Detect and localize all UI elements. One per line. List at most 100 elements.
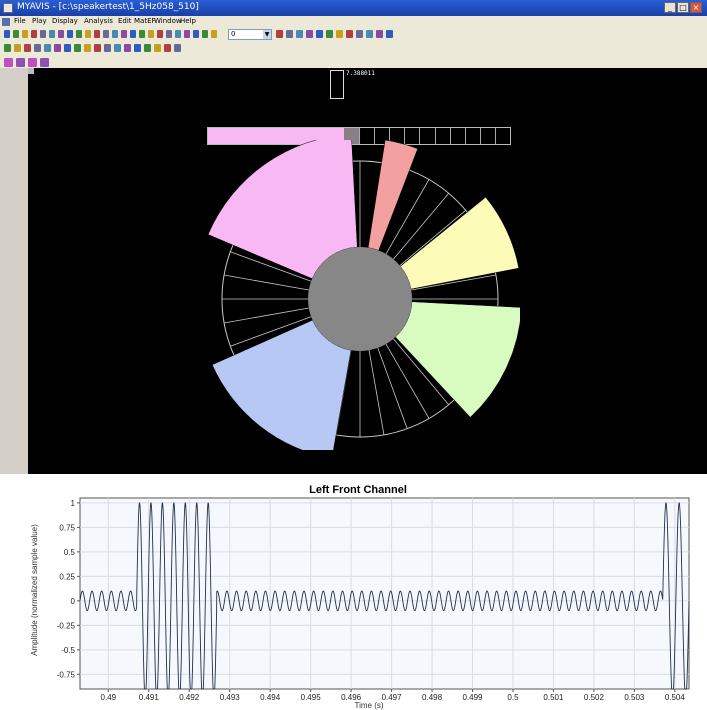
time-cursor-box bbox=[330, 70, 344, 99]
toolbar-button[interactable] bbox=[4, 30, 10, 38]
minimize-button[interactable]: _ bbox=[664, 2, 676, 13]
toolbar-button[interactable] bbox=[376, 30, 383, 38]
toolbar-button[interactable] bbox=[94, 30, 100, 38]
toolbar-button[interactable] bbox=[22, 30, 28, 38]
toolbar-button[interactable] bbox=[184, 30, 190, 38]
speaker-sector-right-surround[interactable] bbox=[395, 301, 520, 418]
wheel-hub bbox=[308, 247, 412, 351]
toolbar-button[interactable] bbox=[58, 30, 64, 38]
toolbar-button[interactable] bbox=[139, 30, 145, 38]
wheel-tick bbox=[368, 350, 385, 435]
toolbar-button[interactable] bbox=[366, 30, 373, 38]
toolbar-button[interactable] bbox=[121, 30, 127, 38]
toolbar-button[interactable] bbox=[211, 30, 217, 38]
toolbar-button[interactable] bbox=[24, 44, 31, 52]
close-button[interactable]: × bbox=[690, 2, 702, 13]
app-window: MYAVIS - [c:\speakertest\1_5Hz058_510] _… bbox=[0, 0, 707, 474]
color-button-3[interactable] bbox=[28, 58, 37, 67]
menu-bar: File Play Display Analysis Edit MatEF Wi… bbox=[0, 16, 707, 28]
toolbar-button[interactable] bbox=[336, 30, 343, 38]
wheel-tick bbox=[399, 209, 466, 266]
menu-edit[interactable]: Edit bbox=[118, 17, 132, 25]
wheel-tick bbox=[385, 179, 430, 255]
speaker-wheel bbox=[207, 140, 520, 450]
toolbar-button[interactable] bbox=[74, 44, 81, 52]
wheel-tick bbox=[393, 193, 450, 260]
toolbar-button[interactable] bbox=[84, 44, 91, 52]
wheel-tick bbox=[377, 347, 408, 429]
toolbar-button[interactable] bbox=[148, 30, 154, 38]
toolbar-button[interactable] bbox=[144, 44, 151, 52]
wheel-tick bbox=[385, 343, 430, 419]
toolbar-button[interactable] bbox=[193, 30, 199, 38]
menu-analysis[interactable]: Analysis bbox=[84, 17, 113, 25]
toolbar-button[interactable] bbox=[31, 30, 37, 38]
menu-matef[interactable]: MatEF bbox=[134, 17, 156, 25]
toolbar-button[interactable] bbox=[34, 44, 41, 52]
toolbar-button[interactable] bbox=[286, 30, 293, 38]
toolbar-button[interactable] bbox=[296, 30, 303, 38]
toolbar-button[interactable] bbox=[175, 30, 181, 38]
menu-play[interactable]: Play bbox=[32, 17, 47, 25]
menu-help[interactable]: Help bbox=[180, 17, 196, 25]
y-tick-label: -0.5 bbox=[61, 646, 75, 655]
toolbar-button[interactable] bbox=[326, 30, 333, 38]
toolbar-button[interactable] bbox=[124, 44, 131, 52]
toolbar-button[interactable] bbox=[154, 44, 161, 52]
toolbar-button[interactable] bbox=[13, 30, 19, 38]
wheel-tick bbox=[224, 307, 309, 324]
toolbar-button[interactable] bbox=[174, 44, 181, 52]
frame-select[interactable]: 0 ▼ bbox=[228, 29, 272, 40]
speaker-sector-right-front[interactable] bbox=[400, 196, 520, 290]
toolbar-button[interactable] bbox=[14, 44, 21, 52]
y-tick-label: 0.5 bbox=[64, 548, 76, 557]
toolbar-button[interactable] bbox=[49, 30, 55, 38]
color-button-2[interactable] bbox=[16, 58, 25, 67]
toolbar-button[interactable] bbox=[356, 30, 363, 38]
x-tick-label: 0.497 bbox=[382, 693, 403, 702]
toolbar-button[interactable] bbox=[157, 30, 163, 38]
toolbar-button[interactable] bbox=[104, 44, 111, 52]
toolbar-button[interactable] bbox=[130, 30, 136, 38]
main-toolbar: 0 ▼ bbox=[0, 28, 707, 42]
menu-display[interactable]: Display bbox=[52, 17, 78, 25]
x-tick-label: 0.502 bbox=[584, 693, 605, 702]
level-meter-cell bbox=[479, 128, 495, 144]
toolbar-button[interactable] bbox=[306, 30, 313, 38]
toolbar-button[interactable] bbox=[44, 44, 51, 52]
toolbar-button[interactable] bbox=[134, 44, 141, 52]
color-button-4[interactable] bbox=[40, 58, 49, 67]
toolbar-button[interactable] bbox=[85, 30, 91, 38]
toolbar-button[interactable] bbox=[40, 30, 46, 38]
maximize-button[interactable]: □ bbox=[677, 2, 689, 13]
wheel-tick bbox=[224, 274, 309, 291]
toolbar-button[interactable] bbox=[76, 30, 82, 38]
x-tick-label: 0.504 bbox=[665, 693, 686, 702]
toolbar-button[interactable] bbox=[114, 44, 121, 52]
toolbar-button[interactable] bbox=[4, 44, 11, 52]
speaker-sector-center[interactable] bbox=[367, 140, 419, 251]
toolbar-button[interactable] bbox=[202, 30, 208, 38]
toolbar-button[interactable] bbox=[276, 30, 283, 38]
toolbar-button[interactable] bbox=[316, 30, 323, 38]
toolbar-button[interactable] bbox=[346, 30, 353, 38]
document-icon[interactable] bbox=[2, 18, 10, 26]
title-bar[interactable]: MYAVIS - [c:\speakertest\1_5Hz058_510] _… bbox=[0, 0, 707, 16]
x-tick-label: 0.503 bbox=[624, 693, 645, 702]
x-tick-label: 0.5 bbox=[507, 693, 519, 702]
time-readout: 7.388011 bbox=[346, 70, 375, 77]
toolbar-button[interactable] bbox=[112, 30, 118, 38]
toolbar-button[interactable] bbox=[386, 30, 393, 38]
toolbar-button[interactable] bbox=[67, 30, 73, 38]
color-button-1[interactable] bbox=[4, 58, 13, 67]
toolbar-button[interactable] bbox=[94, 44, 101, 52]
chevron-down-icon[interactable]: ▼ bbox=[263, 30, 271, 39]
toolbar-button[interactable] bbox=[103, 30, 109, 38]
toolbar-button[interactable] bbox=[164, 44, 171, 52]
menu-file[interactable]: File bbox=[14, 17, 26, 25]
y-tick-label: -0.25 bbox=[57, 621, 76, 630]
menu-window[interactable]: Window bbox=[154, 17, 182, 25]
toolbar-button[interactable] bbox=[64, 44, 71, 52]
toolbar-button[interactable] bbox=[166, 30, 172, 38]
toolbar-button[interactable] bbox=[54, 44, 61, 52]
